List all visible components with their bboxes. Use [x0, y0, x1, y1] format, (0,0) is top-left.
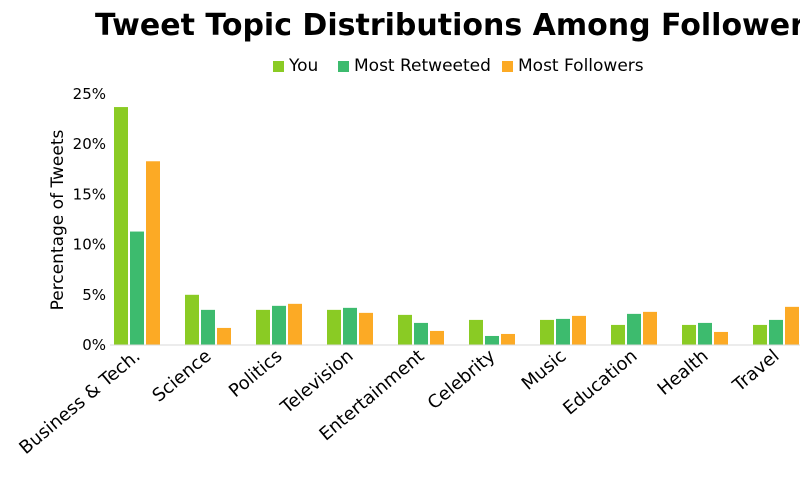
legend-item-most-retweeted: Most Retweeted: [338, 56, 491, 76]
legend-swatch-most-followers: [502, 60, 513, 72]
bar-most-retweeted: [769, 319, 783, 345]
y-tick-label: 0%: [82, 336, 106, 354]
bar-you: [256, 309, 270, 345]
bar-most-followers: [430, 330, 444, 345]
bar-most-retweeted: [272, 305, 286, 345]
bar-most-followers: [146, 161, 160, 345]
y-tick-label: 15%: [73, 185, 106, 203]
bar-most-retweeted: [556, 318, 570, 345]
bar-most-followers: [359, 312, 373, 345]
legend-swatch-most-retweeted: [338, 60, 349, 72]
y-axis-title: Percentage of Tweets: [48, 129, 68, 310]
y-tick-label: 10%: [73, 236, 106, 254]
x-tick-label: Celebrity: [424, 345, 500, 414]
bar-you: [611, 324, 625, 345]
bar-you: [469, 319, 483, 345]
bars: [114, 107, 799, 345]
bar-most-retweeted: [414, 322, 428, 345]
bar-most-retweeted: [698, 322, 712, 345]
y-axis-ticks: 0% 5% 10% 15% 20% 25%: [73, 85, 106, 354]
x-tick-label: Education: [559, 346, 641, 420]
x-tick-label: Business & Tech.: [15, 346, 144, 459]
legend-item-most-followers: Most Followers: [502, 56, 644, 76]
y-tick-label: 5%: [82, 286, 106, 304]
bar-you: [114, 107, 128, 345]
x-tick-label: Health: [654, 346, 713, 400]
legend-label-most-followers: Most Followers: [518, 56, 644, 76]
chart-title: Tweet Topic Distributions Among Follower…: [95, 8, 800, 43]
x-tick-label: Travel: [728, 346, 783, 397]
bar-most-followers: [572, 315, 586, 345]
bar-most-followers: [217, 327, 231, 345]
y-tick-label: 20%: [73, 135, 106, 153]
bar-you: [327, 309, 341, 345]
bar-you: [753, 324, 767, 345]
bar-most-retweeted: [627, 313, 641, 345]
bar-you: [185, 294, 199, 345]
bar-most-retweeted: [201, 309, 215, 345]
bar-most-followers: [785, 306, 799, 345]
x-tick-label: Music: [518, 346, 571, 395]
bar-most-followers: [288, 303, 302, 345]
legend-label-you: You: [289, 56, 319, 76]
legend-label-most-retweeted: Most Retweeted: [354, 56, 491, 76]
legend-item-you: You: [273, 56, 318, 76]
bar-most-followers: [643, 311, 657, 345]
x-tick-label: Science: [148, 346, 215, 407]
legend: You Most Retweeted Most Followers: [0, 56, 800, 78]
x-tick-label: Politics: [225, 346, 286, 402]
bar-you: [398, 314, 412, 345]
bar-most-followers: [501, 333, 515, 345]
bar-most-retweeted: [130, 231, 144, 345]
bar-most-retweeted: [485, 335, 499, 345]
bar-you: [540, 319, 554, 345]
bar-most-retweeted: [343, 307, 357, 345]
legend-swatch-you: [273, 60, 284, 72]
bar-you: [682, 324, 696, 345]
y-tick-label: 25%: [73, 85, 106, 103]
category-labels: Business & Tech. Science PoliticsTelevisio…: [15, 345, 783, 458]
bar-most-followers: [714, 331, 728, 345]
